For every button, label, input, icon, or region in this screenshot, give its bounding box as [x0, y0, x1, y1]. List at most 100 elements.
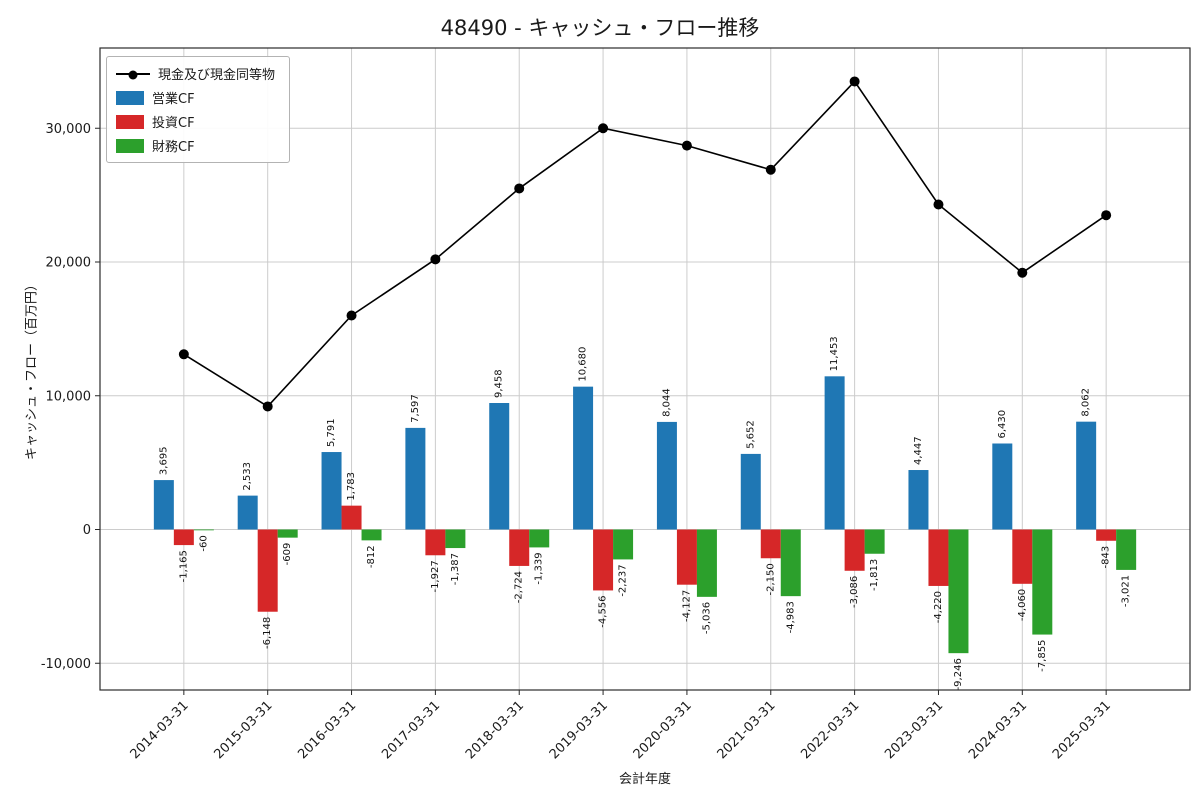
bar — [1076, 421, 1097, 530]
x-tick-label: 2024-03-31 — [966, 698, 1030, 762]
bar — [656, 421, 677, 530]
bar — [405, 427, 426, 530]
bar — [573, 386, 594, 530]
bar-value-label: -1,339 — [534, 552, 545, 584]
bar — [908, 470, 929, 530]
cash-line-marker — [933, 199, 944, 210]
financing-cf-swatch-icon — [116, 138, 144, 153]
bar — [676, 529, 697, 585]
chart-title: 48490 - キャッシュ・フロー推移 — [440, 16, 760, 40]
legend-label-investing-cf: 投資CF — [152, 116, 195, 131]
bar-value-label: 2,533 — [242, 462, 253, 491]
bar-value-label: 1,783 — [346, 472, 357, 501]
bar — [257, 529, 278, 612]
x-tick-label: 2017-03-31 — [379, 698, 443, 762]
bar — [844, 529, 865, 571]
bar-value-label: -609 — [282, 543, 293, 566]
bar-value-label: 3,695 — [158, 446, 169, 475]
bar-value-label: 4,447 — [913, 436, 924, 465]
bar-value-label: -4,060 — [1017, 589, 1028, 621]
bar-value-label: -7,855 — [1037, 640, 1048, 672]
cash-line-marker — [681, 140, 692, 151]
bar — [509, 529, 530, 566]
bar — [613, 529, 634, 560]
legend-label-cash-equivalents: 現金及び現金同等物 — [158, 68, 276, 83]
x-tick-label: 2022-03-31 — [798, 698, 862, 762]
bar-value-label: -1,165 — [178, 550, 189, 582]
bar — [948, 529, 969, 654]
bar-value-label: 8,044 — [661, 388, 672, 417]
bar-value-label: 8,062 — [1081, 388, 1092, 417]
bar — [696, 529, 717, 597]
y-tick-label: 20,000 — [46, 256, 92, 271]
bar-value-label: -812 — [366, 545, 377, 568]
bar-value-label: -4,983 — [785, 601, 796, 633]
bar — [445, 529, 466, 549]
bar-value-label: -2,150 — [765, 563, 776, 595]
x-tick-label: 2014-03-31 — [128, 698, 192, 762]
bar — [153, 480, 174, 530]
y-tick-label: 10,000 — [46, 389, 92, 404]
bar-value-label: 5,791 — [326, 418, 337, 447]
bar — [237, 495, 258, 530]
bar-value-label: -1,927 — [430, 560, 441, 592]
bar-value-label: 6,430 — [997, 410, 1008, 439]
bar-value-label: -9,246 — [953, 658, 964, 690]
bar — [489, 402, 510, 530]
x-tick-label: 2020-03-31 — [631, 698, 695, 762]
cash-line-marker — [346, 310, 357, 321]
y-tick-label: 0 — [83, 523, 91, 538]
bar-value-label: -1,387 — [450, 553, 461, 585]
x-tick-label: 2025-03-31 — [1050, 698, 1114, 762]
bar-value-label: 5,652 — [745, 420, 756, 449]
cash-line — [183, 80, 1107, 408]
bar — [277, 529, 298, 538]
y-axis-label: キャッシュ・フロー（百万円） — [24, 277, 40, 461]
bar — [1116, 529, 1137, 570]
bar — [361, 529, 382, 541]
bar — [341, 505, 362, 530]
bar-value-label: -3,021 — [1121, 575, 1132, 607]
y-tick-label: -10,000 — [41, 657, 91, 672]
bar — [928, 529, 949, 586]
cash-line-marker — [514, 183, 525, 194]
x-tick-label: 2021-03-31 — [715, 698, 779, 762]
cash-line-marker — [430, 254, 441, 265]
bar-value-label: -60 — [198, 535, 209, 551]
x-tick-label: 2018-03-31 — [463, 698, 527, 762]
bar — [740, 453, 761, 530]
bar — [193, 529, 214, 531]
cash-line-marker — [178, 349, 189, 360]
bar — [824, 376, 845, 530]
bar-value-label: 7,597 — [410, 394, 421, 423]
bar — [529, 529, 550, 548]
cash-line-marker — [262, 401, 273, 412]
bar-value-label: -1,813 — [869, 559, 880, 591]
legend-item-operating-cf: 営業CF — [116, 88, 275, 107]
cash-line-marker — [1101, 210, 1112, 221]
x-axis-label: 会計年度 — [618, 772, 672, 787]
bar — [1012, 529, 1033, 584]
x-tick-label: 2016-03-31 — [295, 698, 359, 762]
legend-item-financing-cf: 財務CF — [116, 136, 275, 155]
bar-value-label: 11,453 — [829, 336, 840, 371]
legend-item-cash-equivalents: 現金及び現金同等物 — [116, 64, 275, 83]
bar-value-label: -2,237 — [618, 564, 629, 596]
bar-value-label: 9,458 — [494, 369, 505, 398]
line-marker-icon — [116, 70, 150, 79]
bar — [425, 529, 446, 556]
legend-label-financing-cf: 財務CF — [152, 140, 195, 155]
operating-cf-swatch-icon — [116, 90, 144, 105]
bar-value-label: -4,127 — [681, 590, 692, 622]
cash-line-marker — [849, 76, 860, 87]
legend: 現金及び現金同等物 営業CF 投資CF 財務CF — [106, 56, 291, 163]
x-tick-label: 2019-03-31 — [547, 698, 611, 762]
x-tick-label: 2015-03-31 — [211, 698, 275, 762]
bar-value-label: 10,680 — [578, 347, 589, 382]
bar-value-label: -3,086 — [849, 576, 860, 608]
bar — [760, 529, 781, 559]
cash-line-marker — [1017, 267, 1028, 278]
bar-value-label: -4,220 — [933, 591, 944, 623]
